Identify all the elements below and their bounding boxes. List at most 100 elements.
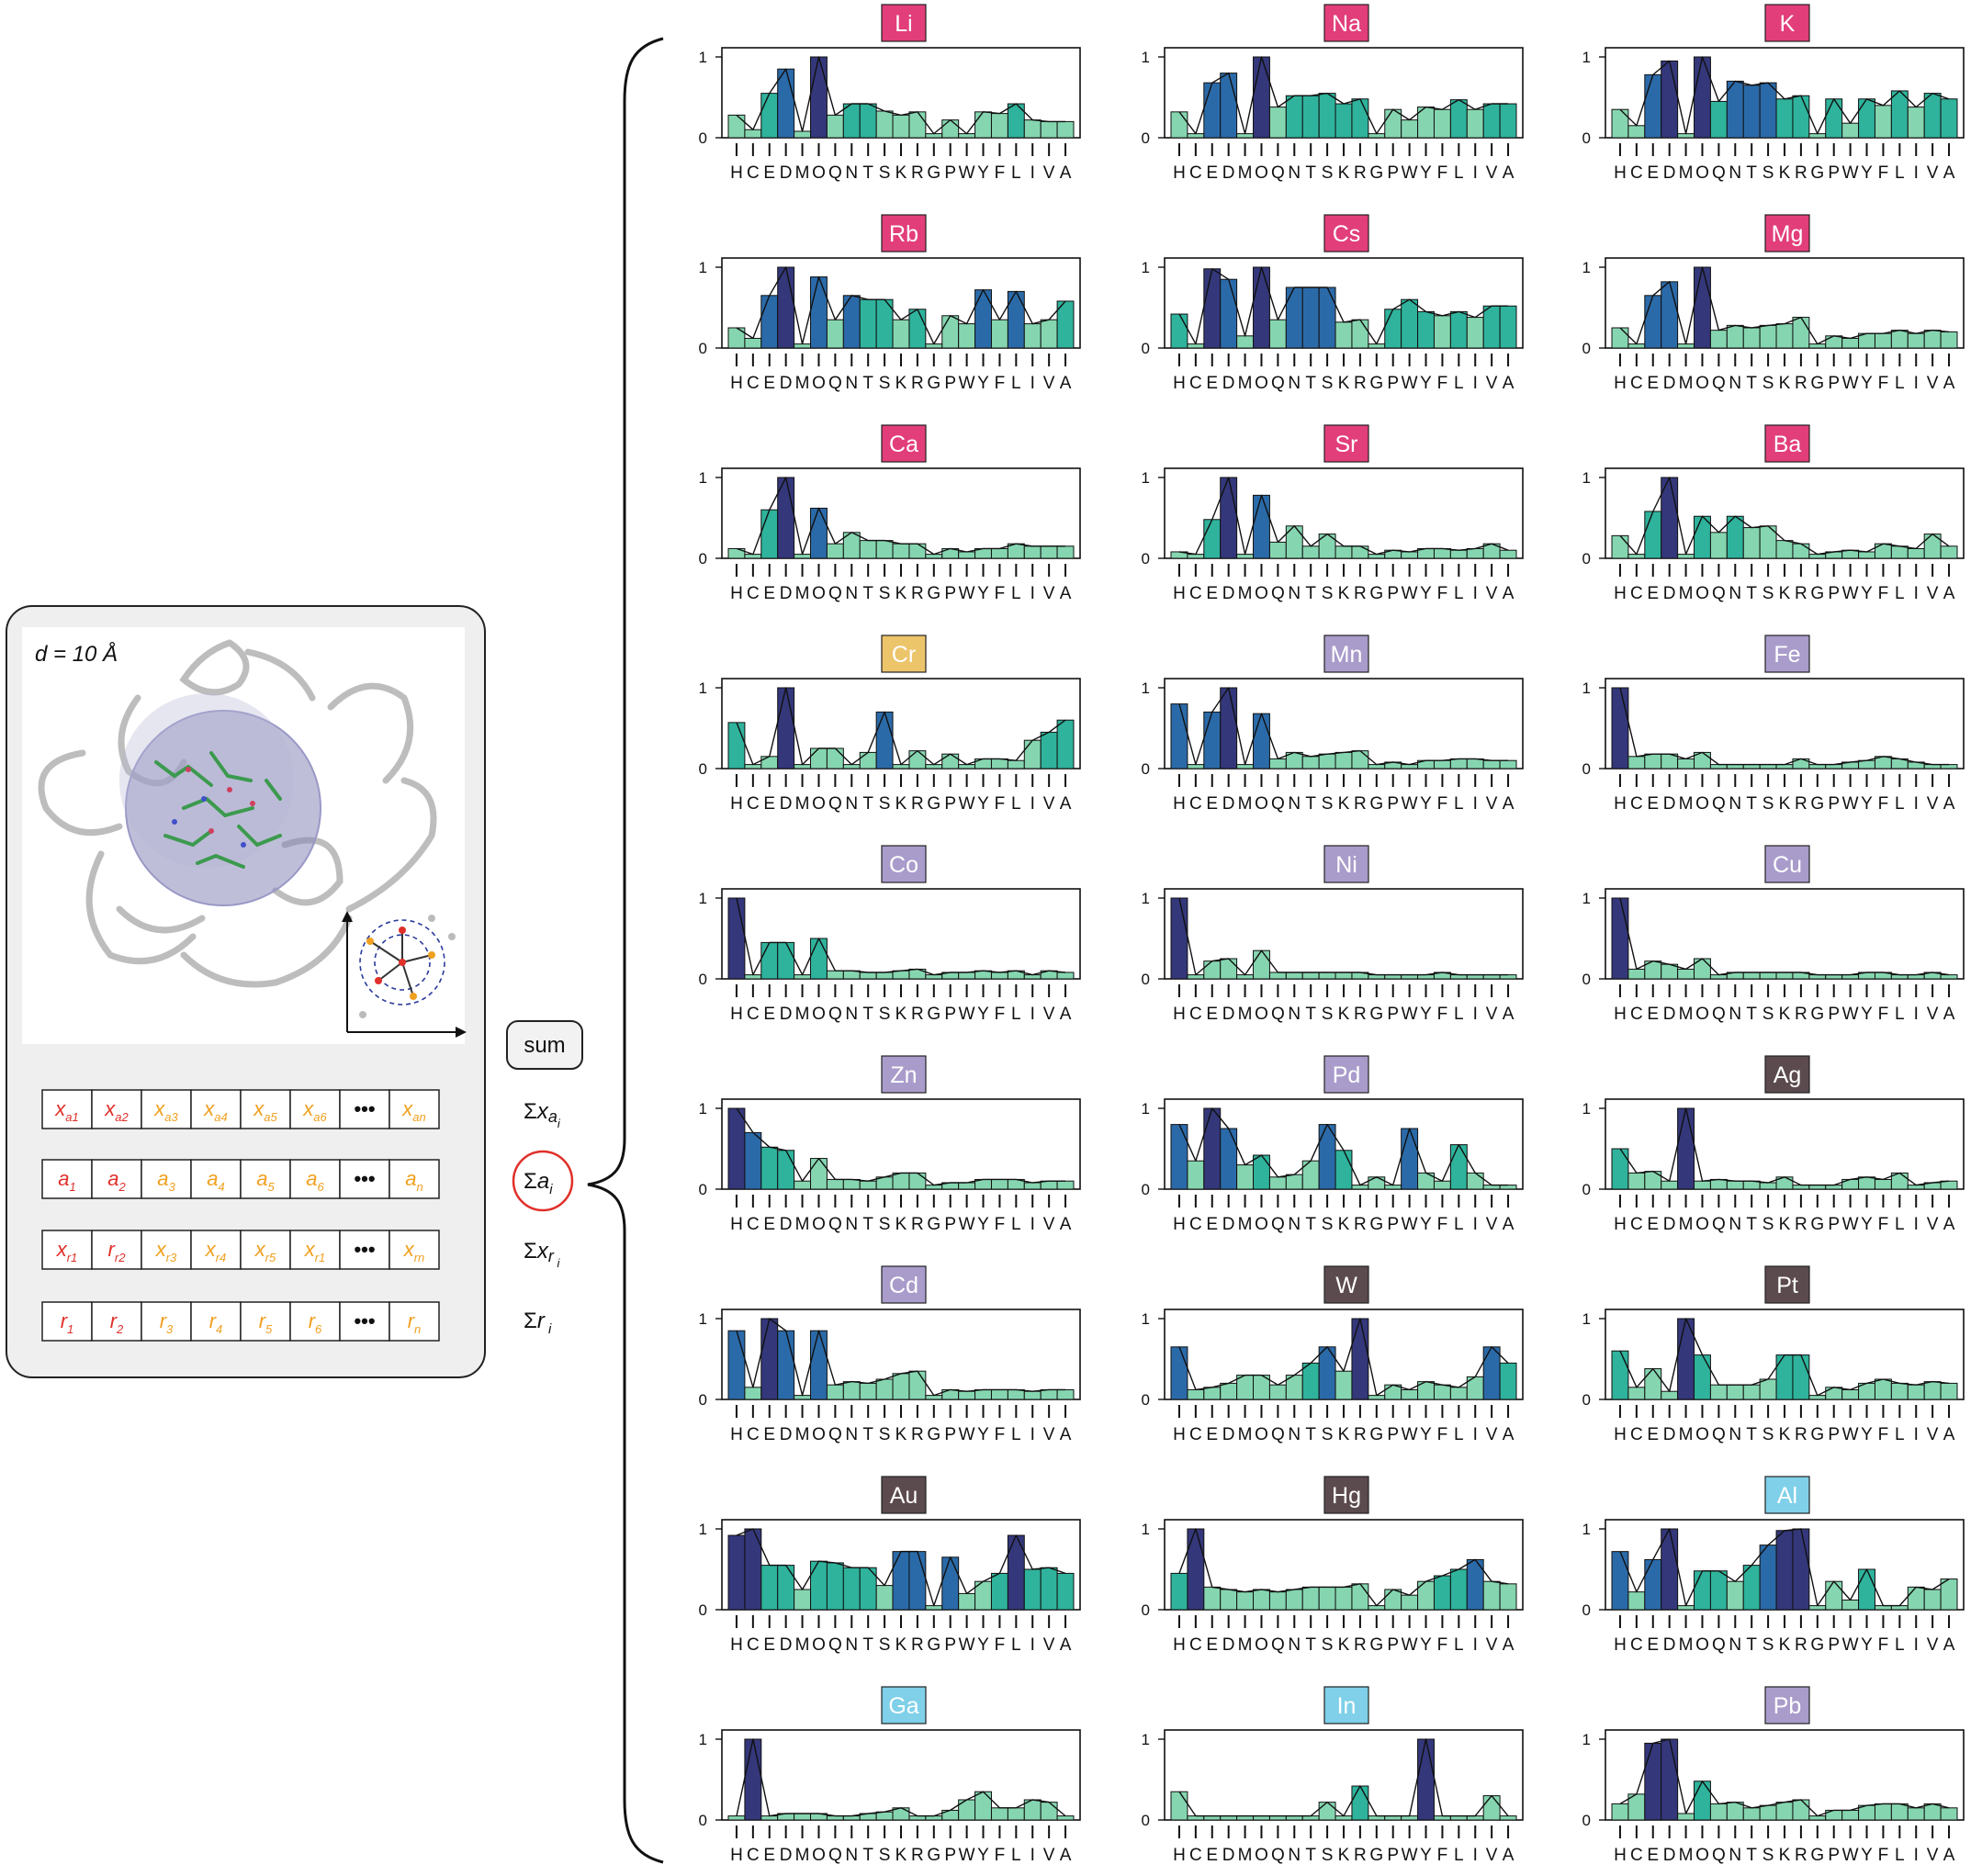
metal-chip[interactable]: [881, 1265, 927, 1304]
feature-cell: [389, 1301, 440, 1342]
density-curve: [1178, 1107, 1508, 1186]
x-tick-label: P: [1387, 794, 1399, 814]
bar: [1611, 897, 1629, 980]
x-tick-label: O: [812, 584, 826, 603]
x-tick-label: C: [1630, 1215, 1643, 1234]
metal-chip[interactable]: [1323, 424, 1369, 463]
metal-chip[interactable]: [1323, 845, 1369, 883]
bar: [1040, 1567, 1058, 1611]
metal-chip[interactable]: [1764, 635, 1810, 673]
bar: [1858, 98, 1875, 139]
metal-chip[interactable]: [881, 214, 927, 253]
x-tick-label: E: [1647, 794, 1659, 814]
x-tick-label: F: [1437, 163, 1448, 183]
metal-chip[interactable]: [1764, 1055, 1810, 1094]
bar: [1792, 1528, 1810, 1611]
metal-chip[interactable]: [881, 1476, 927, 1514]
metal-chip[interactable]: [1323, 214, 1369, 253]
x-tick-label: O: [1695, 163, 1709, 183]
bar: [1907, 547, 1925, 559]
y-tick-label: 1: [699, 1521, 707, 1538]
x-tick-label: D: [1663, 1635, 1676, 1655]
bar: [1040, 1802, 1058, 1821]
metal-chip[interactable]: [1764, 1265, 1810, 1304]
x-tick-label: W: [1402, 374, 1418, 393]
metal-chip[interactable]: [1323, 1055, 1369, 1094]
metal-chip[interactable]: [1323, 1686, 1369, 1724]
bar: [1368, 1176, 1386, 1190]
x-tick-label: V: [1486, 1215, 1498, 1234]
metal-chip[interactable]: [1764, 1686, 1810, 1724]
metal-chip[interactable]: [881, 1686, 927, 1724]
metal-chip[interactable]: [1764, 214, 1810, 253]
feature-cell: [339, 1230, 390, 1270]
metal-chip[interactable]: [1323, 1265, 1369, 1304]
bar: [1644, 753, 1662, 769]
metal-chip[interactable]: [1323, 1476, 1369, 1514]
sum-label-a[interactable]: Σai: [524, 1169, 553, 1197]
metal-chip[interactable]: [1323, 4, 1369, 42]
bar: [1056, 1180, 1075, 1190]
y-tick-label: 0: [699, 340, 707, 357]
bar: [941, 119, 960, 139]
metal-chip[interactable]: [881, 1055, 927, 1094]
x-tick-label: V: [1486, 163, 1498, 183]
bar: [826, 970, 844, 980]
x-tick-label: V: [1486, 1846, 1498, 1865]
x-tick-label: C: [747, 163, 760, 183]
metal-label: W: [1335, 1273, 1357, 1298]
x-tick-label: E: [1647, 1846, 1659, 1865]
x-tick-label: T: [1305, 584, 1316, 603]
metal-chip[interactable]: [881, 845, 927, 883]
bar: [1940, 98, 1958, 139]
y-tick-label: 0: [1142, 1391, 1150, 1409]
x-tick-label: N: [1729, 584, 1741, 603]
x-tick-label: R: [911, 374, 924, 393]
bar: [1056, 545, 1075, 559]
x-tick-label: S: [879, 163, 891, 183]
metal-chip[interactable]: [881, 4, 927, 42]
metal-chip[interactable]: [1764, 424, 1810, 463]
x-tick-label: R: [1354, 1425, 1367, 1444]
x-tick-label: N: [1288, 794, 1301, 814]
bar: [1466, 1172, 1484, 1190]
x-tick-label: T: [1305, 1215, 1316, 1234]
x-tick-label: N: [845, 1005, 858, 1024]
metal-chip[interactable]: [1323, 635, 1369, 673]
metal-chip[interactable]: [881, 635, 927, 673]
x-tick-label: Q: [1271, 1425, 1285, 1444]
bar: [990, 758, 1008, 769]
residue-sticks-image: [154, 751, 282, 869]
sum-label-xa[interactable]: Σxai: [524, 1099, 561, 1130]
x-tick-label: H: [1614, 1215, 1627, 1234]
bar: [1384, 309, 1402, 349]
x-tick-label: D: [780, 163, 793, 183]
density-curve: [736, 1528, 1066, 1607]
metal-chip[interactable]: [1764, 845, 1810, 883]
bar: [859, 751, 877, 769]
y-tick-label: 1: [1582, 680, 1591, 697]
x-tick-label: K: [1779, 1005, 1791, 1024]
x-tick-label: R: [911, 1425, 924, 1444]
x-tick-label: V: [1486, 374, 1498, 393]
sum-label-xr[interactable]: Σxr i: [524, 1239, 560, 1270]
metal-chip[interactable]: [1764, 1476, 1810, 1514]
x-tick-label: Q: [828, 163, 842, 183]
bar: [1611, 108, 1629, 139]
x-tick-label: T: [1746, 1635, 1757, 1655]
x-tick-label: L: [1454, 794, 1464, 814]
metal-chip[interactable]: [881, 424, 927, 463]
x-tick-label: L: [1454, 163, 1464, 183]
bar: [1841, 1599, 1860, 1611]
metal-chip[interactable]: [1764, 4, 1810, 42]
x-tick-label: T: [1746, 1005, 1757, 1024]
x-tick-label: H: [1173, 1215, 1186, 1234]
x-tick-label: W: [1842, 1425, 1859, 1444]
x-tick-label: K: [1779, 163, 1791, 183]
x-tick-label: A: [1943, 1005, 1955, 1024]
sum-label-r[interactable]: Σr i: [524, 1309, 552, 1337]
x-tick-label: A: [1943, 584, 1955, 603]
sum-button[interactable]: [506, 1020, 583, 1070]
density-curve: [736, 1738, 1066, 1817]
